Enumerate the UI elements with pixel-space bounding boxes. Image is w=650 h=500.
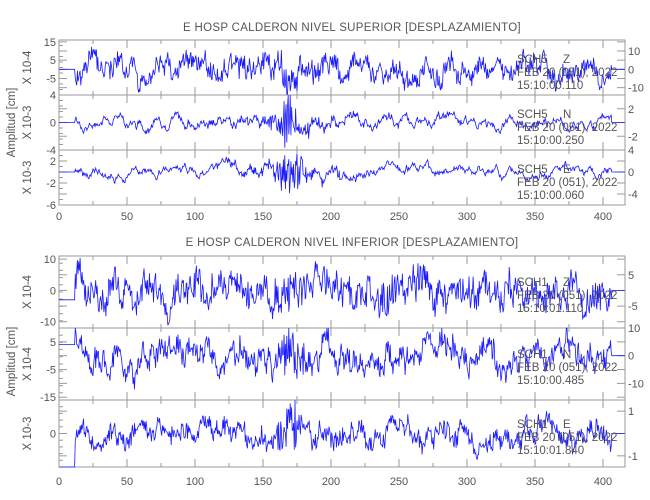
x-tick-label: 50 xyxy=(121,476,133,488)
y-tick-label: 5 xyxy=(50,337,56,349)
station-label: SCH5 xyxy=(517,109,548,121)
chart-group-1: E HOSP CALDERON NIVEL SUPERIOR [DESPLAZA… xyxy=(6,22,644,223)
date-label: FEB 20 (051), 2022 xyxy=(517,432,617,444)
y-tick-label: -2 xyxy=(46,178,56,190)
x-tick-label: 350 xyxy=(526,476,544,488)
y-tick-label: 10 xyxy=(44,254,56,266)
waveform-trace xyxy=(59,152,625,194)
scale-label: X 10-4 xyxy=(22,50,34,84)
component-label: N xyxy=(563,109,571,121)
y-tick-label: -5 xyxy=(46,365,56,377)
y-tick-label: 10 xyxy=(628,46,640,58)
y-tick-label: 2 xyxy=(50,156,56,168)
x-tick-label: 350 xyxy=(526,211,544,223)
component-label: Z xyxy=(563,277,570,289)
x-tick-label: 300 xyxy=(458,211,476,223)
x-tick-label: 150 xyxy=(254,211,272,223)
date-label: FEB 20 (051), 2022 xyxy=(517,122,617,134)
time-label: 15:10:00.110 xyxy=(517,80,583,92)
time-label: 15:10:00.485 xyxy=(517,375,584,387)
y-tick-label: 0 xyxy=(50,118,56,130)
x-tick-label: 400 xyxy=(594,211,612,223)
component-label: E xyxy=(563,164,571,176)
x-tick-label: 100 xyxy=(186,211,204,223)
x-tick-label: 0 xyxy=(56,211,62,223)
y-tick-label: 0 xyxy=(50,429,56,441)
station-label: SCH5 xyxy=(517,164,548,176)
time-label: 15:10:01.840 xyxy=(517,445,584,457)
y-tick-label: 1 xyxy=(628,406,634,418)
y-axis-label: Amplitud [cm] xyxy=(6,88,18,158)
y-tick-label: -1 xyxy=(628,451,638,463)
x-tick-label: 400 xyxy=(594,476,612,488)
waveform-trace xyxy=(59,257,625,326)
x-tick-label: 50 xyxy=(121,211,133,223)
component-label: Z xyxy=(563,54,570,66)
y-tick-label: 10 xyxy=(628,323,640,335)
chart-group-2: E HOSP CALDERON NIVEL INFERIOR [DESPLAZA… xyxy=(6,237,644,488)
date-label: FEB 20 (051), 2022 xyxy=(517,67,617,79)
x-tick-label: 250 xyxy=(390,211,408,223)
y-tick-label: 4 xyxy=(50,90,56,102)
date-label: FEB 20 (051), 2022 xyxy=(517,362,617,374)
scale-label: X 10-3 xyxy=(22,106,34,140)
date-label: FEB 20 (051), 2022 xyxy=(517,290,617,302)
y-tick-label: 0 xyxy=(50,285,56,297)
station-label: SCH1 xyxy=(517,349,548,361)
y-tick-label: 0 xyxy=(628,167,634,179)
x-tick-label: 200 xyxy=(322,211,340,223)
y-tick-label: 2 xyxy=(628,104,634,116)
waveform-trace xyxy=(59,327,625,390)
station-label: SCH1 xyxy=(517,277,548,289)
y-tick-label: -10 xyxy=(40,317,56,329)
y-tick-label: -10 xyxy=(628,83,644,95)
time-label: 15:10:00.250 xyxy=(517,135,584,147)
x-tick-label: 150 xyxy=(254,476,272,488)
y-tick-label: 0 xyxy=(628,351,634,363)
station-label: SCH1 xyxy=(517,419,548,431)
time-label: 15:10:00.060 xyxy=(517,190,584,202)
chart-title: E HOSP CALDERON NIVEL SUPERIOR [DESPLAZA… xyxy=(183,22,521,34)
date-label: FEB 20 (051), 2022 xyxy=(517,177,617,189)
x-tick-label: 100 xyxy=(186,476,204,488)
y-tick-label: -4 xyxy=(46,145,56,157)
y-tick-label: 5 xyxy=(50,55,56,67)
y-tick-label: -5 xyxy=(46,74,56,86)
x-tick-label: 200 xyxy=(322,476,340,488)
y-tick-label: -5 xyxy=(628,301,638,313)
component-label: E xyxy=(563,419,571,431)
y-axis-label: Amplitud [cm] xyxy=(6,327,18,397)
y-tick-label: -10 xyxy=(628,378,644,390)
waveform-trace xyxy=(59,46,625,96)
y-tick-label: -2 xyxy=(628,131,638,143)
scale-label: X 10-4 xyxy=(22,346,34,380)
x-tick-label: 300 xyxy=(458,476,476,488)
y-tick-label: 0 xyxy=(628,64,634,76)
scale-label: X 10-3 xyxy=(22,417,34,451)
y-tick-label: 4 xyxy=(628,145,634,157)
y-tick-label: -6 xyxy=(46,200,56,212)
waveform-trace xyxy=(59,399,625,468)
waveform-trace xyxy=(59,94,625,148)
time-label: 15:10:01.110 xyxy=(517,303,583,315)
chart-title: E HOSP CALDERON NIVEL INFERIOR [DESPLAZA… xyxy=(186,237,519,249)
y-tick-label: 15 xyxy=(44,37,56,49)
station-label: SCH5 xyxy=(517,54,548,66)
y-tick-label: 5 xyxy=(628,270,634,282)
component-label: N xyxy=(563,349,571,361)
scale-label: X 10-3 xyxy=(22,161,34,195)
x-tick-label: 0 xyxy=(56,476,62,488)
x-tick-label: 250 xyxy=(390,476,408,488)
y-tick-label: -4 xyxy=(628,189,638,201)
y-tick-label: -15 xyxy=(40,392,56,404)
scale-label: X 10-4 xyxy=(22,274,34,308)
